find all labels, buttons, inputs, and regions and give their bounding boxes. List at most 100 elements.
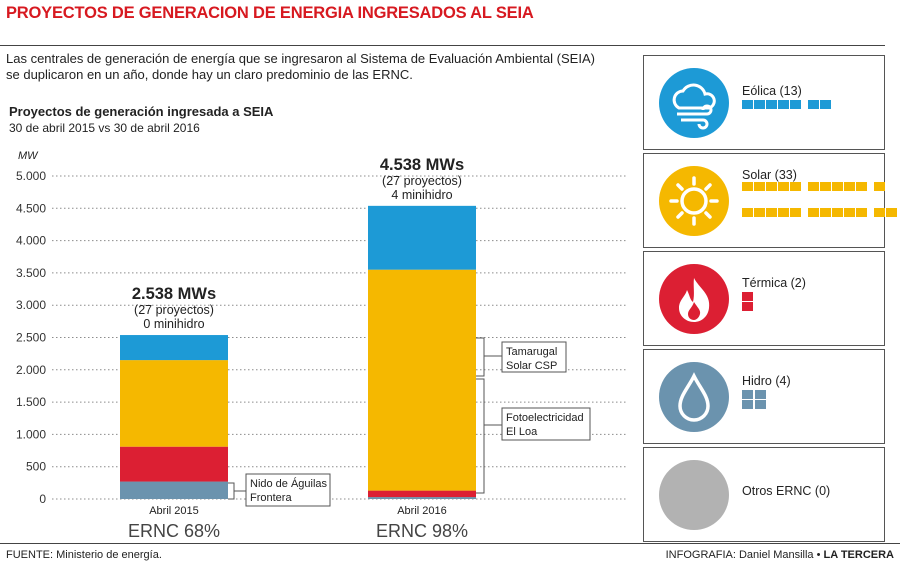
bar-termica-1 [368,490,476,498]
count-square [874,208,885,217]
count-square [778,208,789,217]
y-tick-label: 5.000 [16,169,46,183]
y-tick-label: 2.000 [16,363,46,377]
legend-label-eolica: Eólica (13) [742,84,802,98]
count-square [742,302,753,311]
total-label: 2.538 MWs [132,285,216,303]
ernc-percent: ERNC 98% [376,521,468,541]
credit-prefix: INFOGRAFIA: Daniel Mansilla • [665,549,824,561]
bar-hidro-0 [120,481,228,499]
callout-foto-line2: El Loa [506,426,538,438]
callout-tamarugal-line1: Tamarugal [506,346,557,358]
count-square [755,400,766,409]
count-square [790,182,801,191]
legend-label-hidro: Hidro (4) [742,374,791,388]
y-tick-label: 4.000 [16,234,46,248]
callout-nido-line2: Frontera [250,492,292,504]
bar-eolica-0 [120,335,228,361]
count-square [766,100,777,109]
count-square [754,182,765,191]
blank-circle-icon [659,460,729,530]
count-square [742,208,753,217]
legend-panel-hidro: Hidro (4) [643,349,885,444]
x-category-label: Abril 2015 [149,505,199,517]
count-square [820,208,831,217]
count-square [832,182,843,191]
count-square [844,182,855,191]
flame-icon [659,264,729,334]
y-tick-label: 2.500 [16,331,46,345]
bar-eolica-1 [368,205,476,270]
count-square [754,208,765,217]
legend-label-termica: Térmica (2) [742,276,806,290]
y-tick-label: 3.000 [16,298,46,312]
page-title: PROYECTOS DE GENERACION DE ENERGIA INGRE… [6,4,534,22]
callout-bracket [476,337,485,377]
count-square [808,182,819,191]
chart-title: Proyectos de generación ingresada a SEIA [9,104,274,119]
callout-box-nido [245,473,331,507]
minihidro-label: 4 minihidro [391,188,452,202]
callout-nido-line1: Nido de Águilas [250,477,328,490]
unit-label: MW [18,150,38,162]
callout-tamarugal-line2: Solar CSP [506,360,557,372]
legend-panel-eolica: Eólica (13) [643,55,885,150]
intro-text: Las centrales de generación de energía q… [6,51,595,82]
sun-icon [659,166,729,236]
total-label: 4.538 MWs [380,156,464,174]
count-square [844,208,855,217]
count-square [754,100,765,109]
y-tick-label: 500 [26,460,46,474]
y-tick-label: 1.500 [16,395,46,409]
legend-panel-termica: Térmica (2) [643,251,885,346]
callout-bracket [228,482,235,500]
count-square [808,208,819,217]
bar-solar-0 [120,360,228,447]
count-square [790,208,801,217]
legend-label-otros: Otros ERNC (0) [742,484,831,498]
count-square [766,208,777,217]
count-square [820,100,831,109]
title-divider [0,45,885,46]
legend-panel-solar: Solar (33) [643,153,897,248]
minihidro-label: 0 minihidro [143,317,204,331]
count-square [742,390,753,399]
count-square [742,400,753,409]
bar-hidro-1 [368,497,476,499]
count-square [778,182,789,191]
callout-foto-line1: Fotoelectricidad [506,412,584,424]
stacked-bar-chart: 0 500 1.000 1.500 2.000 2.500 3.000 3.500 4.000 4… [16,156,628,541]
water-drop-icon [659,362,729,432]
x-category-label: Abril 2016 [397,505,447,517]
callout-box-foto [501,407,591,441]
count-square [832,208,843,217]
bar-termica-0 [120,446,228,482]
legend-panel-otros: Otros ERNC (0) [643,447,885,542]
wind-cloud-icon [659,68,729,138]
count-square [790,100,801,109]
credit-brand: LA TERCERA [823,549,894,561]
count-square [742,100,753,109]
callout-bracket [476,378,485,494]
ernc-percent: ERNC 68% [128,521,220,541]
bar-solar-1 [368,269,476,491]
y-tick-label: 3.500 [16,266,46,280]
credit-text: INFOGRAFIA: Daniel Mansilla • LA TERCERA [666,549,894,561]
source-text: FUENTE: Ministerio de energía. [6,549,162,561]
count-square [820,182,831,191]
count-square [766,182,777,191]
y-tick-label: 0 [39,492,46,506]
y-tick-label: 4.500 [16,201,46,215]
count-square [808,100,819,109]
count-square [778,100,789,109]
count-square [856,208,867,217]
count-square [742,292,753,301]
projects-label: (27 proyectos) [382,174,462,188]
y-tick-label: 1.000 [16,427,46,441]
legend-label-solar: Solar (33) [742,168,797,182]
count-square [856,182,867,191]
callout-box-tamarugal [501,341,567,373]
count-square [886,208,897,217]
count-square [742,182,753,191]
chart-subtitle: 30 de abril 2015 vs 30 de abril 2016 [9,121,200,135]
